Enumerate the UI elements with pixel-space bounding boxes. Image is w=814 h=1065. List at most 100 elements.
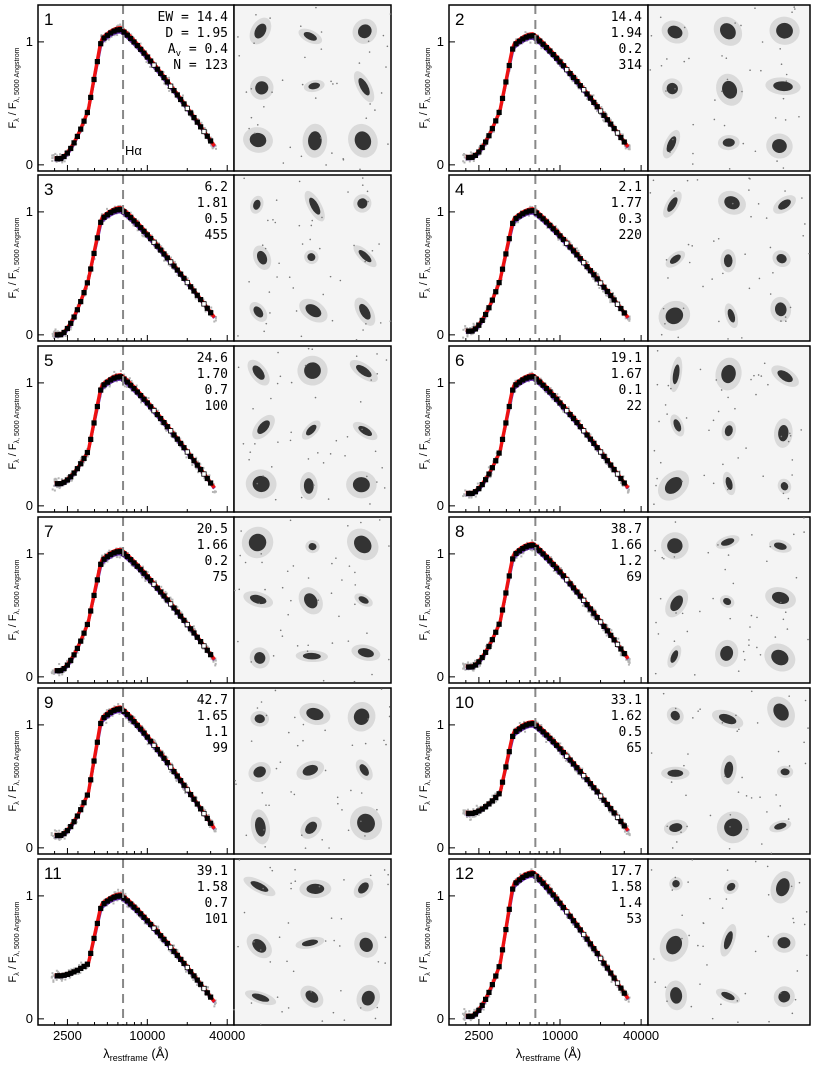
scatter-point [170, 435, 173, 438]
median-point [141, 50, 147, 56]
scatter-point [605, 634, 608, 637]
median-point [168, 83, 174, 89]
scatter-point [194, 297, 197, 300]
scatter-point [619, 654, 622, 657]
ylabel-part: / F [418, 614, 430, 630]
median-point [138, 567, 144, 573]
median-point [134, 42, 140, 49]
noise-dot [274, 498, 277, 501]
scatter-point [69, 479, 72, 482]
median-point [91, 758, 97, 764]
scatter-point [53, 669, 56, 672]
scatter-point [58, 829, 61, 832]
noise-dot [692, 152, 694, 155]
median-point [61, 665, 67, 672]
noise-dot [785, 73, 788, 76]
median-point [472, 489, 479, 495]
scatter-point [168, 76, 171, 79]
scatter-point [592, 615, 595, 618]
noise-dot [726, 488, 729, 491]
median-point [98, 561, 104, 567]
scatter-point [551, 398, 554, 401]
noise-dot [756, 646, 758, 649]
noise-dot [322, 293, 325, 296]
median-point [148, 404, 154, 410]
noise-dot [312, 484, 315, 486]
scatter-point [469, 662, 472, 665]
noise-dot [760, 375, 763, 377]
galaxy-core [720, 645, 734, 661]
scatter-point [202, 466, 205, 469]
noise-dot [780, 320, 782, 322]
median-point [81, 118, 87, 124]
y-tick-label: 0 [437, 669, 444, 684]
noise-dot [238, 588, 241, 591]
scatter-point [52, 335, 55, 338]
scatter-point [627, 146, 630, 149]
scatter-point [213, 320, 216, 323]
scatter-point [132, 224, 135, 227]
noise-dot [274, 221, 277, 224]
scatter-point [175, 778, 178, 781]
median-point [204, 133, 210, 139]
scatter-point [169, 264, 172, 267]
y-tick-label: 0 [26, 669, 33, 684]
median-point [151, 239, 157, 245]
scatter-point [145, 61, 148, 64]
y-tick-label: 1 [437, 375, 444, 390]
scatter-point [586, 261, 589, 264]
noise-dot [657, 633, 660, 635]
noise-dot [656, 349, 659, 352]
noise-dot [248, 280, 250, 283]
median-point [141, 228, 147, 234]
scatter-point [596, 283, 599, 286]
scatter-point [59, 153, 62, 156]
y-axis-label: Fλ / Fλ, 5000 Angstrom [7, 559, 21, 640]
median-point [64, 150, 70, 156]
median-point [124, 379, 130, 385]
scatter-point [100, 213, 103, 216]
stat-value: 0.1 [619, 383, 642, 398]
scatter-point [485, 645, 488, 648]
ylabel-part: / F [7, 102, 19, 118]
noise-dot [304, 56, 306, 59]
noise-dot [687, 243, 690, 246]
median-sed [54, 374, 214, 487]
noise-dot [279, 375, 282, 378]
thumbnail-grid [233, 174, 392, 342]
median-point [510, 556, 516, 562]
ylabel-part: / F [418, 443, 430, 459]
scatter-point [107, 38, 110, 41]
median-point [198, 124, 204, 130]
scatter-point [122, 384, 125, 387]
scatter-point [204, 809, 207, 812]
scatter-point [69, 328, 72, 331]
panel-plot-area [462, 31, 631, 164]
scatter-point [557, 238, 560, 241]
median-point [499, 266, 506, 272]
noise-dot [656, 383, 659, 386]
galaxy-core [358, 78, 370, 96]
median-point [81, 290, 87, 296]
galaxy-core [248, 533, 267, 552]
noise-dot [332, 83, 334, 85]
median-point [98, 41, 104, 47]
median-point [94, 59, 100, 65]
scatter-point [609, 289, 612, 292]
scatter-point [204, 310, 207, 313]
median-point [564, 240, 570, 246]
noise-dot [376, 373, 379, 375]
scatter-point [106, 551, 109, 554]
galaxy-core [306, 424, 317, 436]
median-point [78, 126, 84, 132]
scatter-point [203, 477, 206, 480]
median-point [591, 610, 597, 616]
median-point [101, 382, 107, 388]
scatter-point [212, 822, 215, 825]
median-point [191, 114, 197, 121]
median-sed [54, 26, 214, 162]
median-point [171, 605, 177, 611]
scatter-point [176, 274, 179, 277]
scatter-point [53, 670, 56, 673]
y-tick-label: 1 [26, 375, 33, 390]
